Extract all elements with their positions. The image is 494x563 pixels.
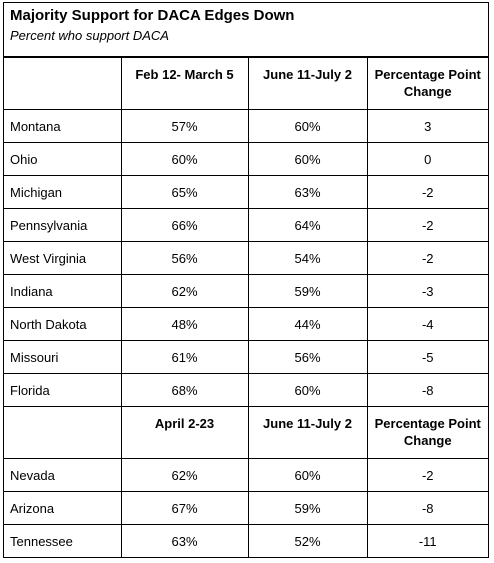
data-row: Pennsylvania 66% 64% -2: [4, 208, 488, 242]
value-cell: 59%: [247, 491, 368, 525]
value-cell: -3: [366, 274, 488, 308]
value-cell: 0: [366, 142, 488, 176]
header-cell: [4, 406, 122, 459]
value-cell: 57%: [120, 109, 249, 143]
data-row: West Virginia 56% 54% -2: [4, 241, 488, 275]
value-cell: 3: [366, 109, 488, 143]
value-cell: -8: [366, 373, 488, 407]
state-cell: Montana: [4, 109, 122, 143]
value-cell: -2: [366, 208, 488, 242]
value-cell: 60%: [247, 373, 368, 407]
subtitle: Percent who support DACA: [10, 28, 169, 43]
value-cell: 66%: [120, 208, 249, 242]
state-cell: Pennsylvania: [4, 208, 122, 242]
value-cell: 52%: [247, 524, 368, 557]
value-cell: 62%: [120, 458, 249, 492]
data-row: Montana 57% 60% 3: [4, 109, 488, 143]
value-cell: -2: [366, 241, 488, 275]
data-row: Ohio 60% 60% 0: [4, 142, 488, 176]
column-header: Feb 12- March 5: [120, 57, 249, 110]
table-card: Majority Support for DACA Edges Down Per…: [3, 2, 489, 558]
value-cell: 65%: [120, 175, 249, 209]
state-cell: Tennessee: [4, 524, 122, 557]
data-row: North Dakota 48% 44% -4: [4, 307, 488, 341]
data-row: Tennessee 63% 52% -11: [4, 524, 488, 557]
value-cell: -4: [366, 307, 488, 341]
value-cell: 59%: [247, 274, 368, 308]
value-cell: 63%: [120, 524, 249, 557]
value-cell: 60%: [247, 109, 368, 143]
value-cell: -5: [366, 340, 488, 374]
value-cell: 60%: [247, 142, 368, 176]
data-row: Nevada 62% 60% -2: [4, 458, 488, 492]
column-header: Percentage Point Change: [366, 57, 488, 110]
value-cell: -2: [366, 458, 488, 492]
value-cell: 61%: [120, 340, 249, 374]
state-cell: Nevada: [4, 458, 122, 492]
title: Majority Support for DACA Edges Down: [10, 7, 295, 24]
state-cell: Indiana: [4, 274, 122, 308]
value-cell: 63%: [247, 175, 368, 209]
value-cell: 67%: [120, 491, 249, 525]
value-cell: 44%: [247, 307, 368, 341]
data-row: Indiana 62% 59% -3: [4, 274, 488, 308]
value-cell: -11: [366, 524, 488, 557]
header-cell: [4, 57, 122, 110]
state-cell: West Virginia: [4, 241, 122, 275]
data-row: Missouri 61% 56% -5: [4, 340, 488, 374]
header: Majority Support for DACA Edges Down Per…: [4, 3, 488, 57]
state-cell: Ohio: [4, 142, 122, 176]
header-row: April 2-23 June 11-July 2 Percentage Point…: [4, 406, 488, 459]
value-cell: 56%: [120, 241, 249, 275]
data-table: Feb 12- March 5 June 11-July 2 Percentage …: [4, 57, 488, 557]
value-cell: 60%: [120, 142, 249, 176]
value-cell: 68%: [120, 373, 249, 407]
column-header: June 11-July 2: [247, 406, 368, 459]
state-cell: Michigan: [4, 175, 122, 209]
value-cell: 48%: [120, 307, 249, 341]
state-cell: Arizona: [4, 491, 122, 525]
value-cell: 60%: [247, 458, 368, 492]
value-cell: -2: [366, 175, 488, 209]
column-header: June 11-July 2: [247, 57, 368, 110]
data-row: Arizona 67% 59% -8: [4, 491, 488, 525]
state-cell: North Dakota: [4, 307, 122, 341]
state-cell: Missouri: [4, 340, 122, 374]
value-cell: -8: [366, 491, 488, 525]
data-row: Michigan 65% 63% -2: [4, 175, 488, 209]
data-row: Florida 68% 60% -8: [4, 373, 488, 407]
value-cell: 54%: [247, 241, 368, 275]
column-header: Percentage Point Change: [366, 406, 488, 459]
value-cell: 62%: [120, 274, 249, 308]
header-row: Feb 12- March 5 June 11-July 2 Percentage …: [4, 57, 488, 110]
value-cell: 56%: [247, 340, 368, 374]
column-header: April 2-23: [120, 406, 249, 459]
state-cell: Florida: [4, 373, 122, 407]
value-cell: 64%: [247, 208, 368, 242]
table-body: Feb 12- March 5 June 11-July 2 Percentage …: [4, 57, 488, 557]
